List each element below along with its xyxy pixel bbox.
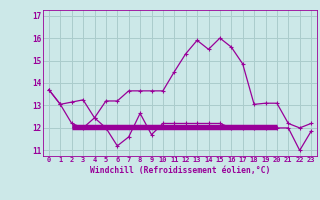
X-axis label: Windchill (Refroidissement éolien,°C): Windchill (Refroidissement éolien,°C) bbox=[90, 166, 270, 175]
